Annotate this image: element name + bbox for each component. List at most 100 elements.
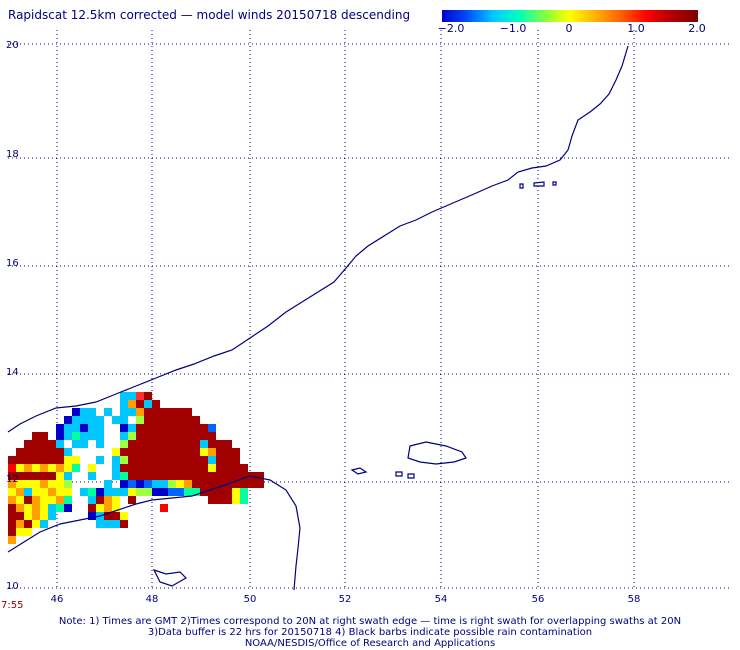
lat-label: 10	[6, 581, 19, 592]
wind-cell	[184, 440, 192, 448]
wind-cell	[64, 472, 72, 480]
wind-cell	[40, 440, 48, 448]
wind-cell	[112, 448, 120, 456]
wind-cell	[216, 456, 224, 464]
wind-cell	[232, 448, 240, 456]
wind-cell	[40, 512, 48, 520]
note-line: Note: 1) Times are GMT 2)Times correspon…	[58, 616, 682, 627]
wind-cell	[120, 424, 128, 432]
wind-cell	[64, 448, 72, 456]
wind-cell	[232, 456, 240, 464]
lon-label: 46	[50, 594, 64, 605]
wind-cell	[152, 440, 160, 448]
wind-cell	[168, 408, 176, 416]
wind-cell	[16, 528, 24, 536]
colorbar-tick-label: 2.0	[688, 22, 706, 35]
wind-cell	[32, 448, 40, 456]
wind-cell	[200, 432, 208, 440]
wind-cell	[64, 456, 72, 464]
wind-cell	[168, 424, 176, 432]
wind-cell	[136, 392, 144, 400]
wind-cell	[64, 432, 72, 440]
wind-cell	[16, 488, 24, 496]
wind-cell	[136, 440, 144, 448]
wind-cell	[120, 480, 128, 488]
wind-cell	[176, 488, 184, 496]
wind-cell	[24, 528, 32, 536]
wind-cell	[112, 416, 120, 424]
map-title: Rapidscat 12.5km corrected — model winds…	[8, 8, 411, 22]
wind-cell	[144, 400, 152, 408]
wind-cell	[176, 440, 184, 448]
wind-cell	[88, 472, 96, 480]
wind-cell	[168, 440, 176, 448]
wind-cell	[192, 472, 200, 480]
wind-cell	[144, 392, 152, 400]
wind-cell	[232, 472, 240, 480]
wind-cell	[96, 416, 104, 424]
wind-cell	[104, 512, 112, 520]
lon-label: 52	[338, 594, 352, 605]
wind-cell	[128, 440, 136, 448]
lon-label: 58	[627, 594, 641, 605]
wind-cell	[8, 464, 16, 472]
wind-cell	[224, 472, 232, 480]
wind-cell	[160, 472, 168, 480]
wind-cell	[200, 440, 208, 448]
wind-cell	[176, 448, 184, 456]
wind-cell	[16, 512, 24, 520]
wind-cell	[152, 400, 160, 408]
wind-cell	[184, 448, 192, 456]
wind-cell	[224, 456, 232, 464]
wind-cell	[136, 456, 144, 464]
wind-cell	[136, 400, 144, 408]
wind-cell	[80, 432, 88, 440]
wind-cell	[8, 488, 16, 496]
colorbar-tick-label: −2.0	[437, 22, 465, 35]
wind-cell	[152, 488, 160, 496]
wind-cell	[184, 480, 192, 488]
wind-cell	[136, 432, 144, 440]
wind-cell	[208, 464, 216, 472]
wind-cell	[192, 464, 200, 472]
note-line: 3)Data buffer is 22 hrs for 20150718 4) …	[147, 627, 593, 638]
wind-cell	[56, 448, 64, 456]
wind-cell	[120, 520, 128, 528]
wind-cell	[120, 416, 128, 424]
wind-cell	[168, 472, 176, 480]
wind-cell	[200, 480, 208, 488]
wind-cell	[104, 520, 112, 528]
wind-cell	[48, 456, 56, 464]
wind-cell	[64, 496, 72, 504]
wind-cell	[168, 456, 176, 464]
wind-cell	[88, 424, 96, 432]
wind-cell	[160, 440, 168, 448]
wind-cell	[224, 496, 232, 504]
wind-cell	[112, 512, 120, 520]
wind-cell	[184, 456, 192, 464]
wind-cell	[240, 496, 248, 504]
wind-cell	[16, 496, 24, 504]
wind-cell	[72, 416, 80, 424]
wind-cell	[192, 488, 200, 496]
wind-cell	[96, 440, 104, 448]
wind-cell	[176, 432, 184, 440]
wind-cell	[32, 464, 40, 472]
wind-cell	[80, 488, 88, 496]
wind-cell	[8, 536, 16, 544]
wind-cell	[176, 408, 184, 416]
wind-cell	[200, 456, 208, 464]
wind-cell	[200, 472, 208, 480]
wind-cell	[88, 416, 96, 424]
wind-cell	[208, 480, 216, 488]
wind-cell	[48, 496, 56, 504]
wind-cell	[160, 408, 168, 416]
wind-cell	[152, 472, 160, 480]
wind-cell	[136, 464, 144, 472]
wind-cell	[56, 504, 64, 512]
wind-cell	[120, 408, 128, 416]
wind-cell	[208, 424, 216, 432]
wind-cell	[40, 464, 48, 472]
wind-cell	[200, 464, 208, 472]
